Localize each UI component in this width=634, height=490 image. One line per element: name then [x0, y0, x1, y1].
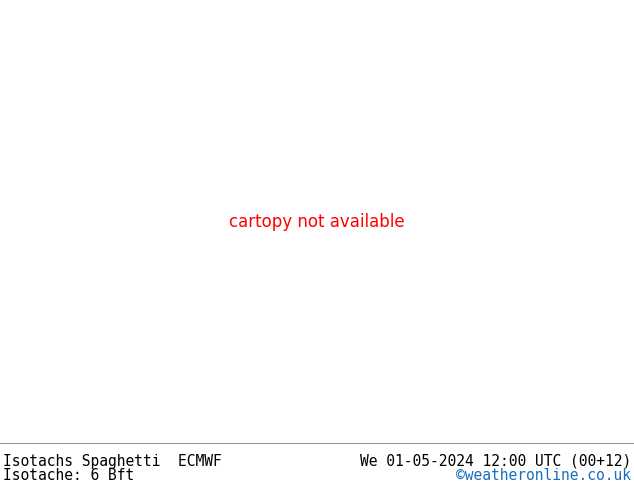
Text: We 01-05-2024 12:00 UTC (00+12): We 01-05-2024 12:00 UTC (00+12)	[359, 454, 631, 469]
Text: cartopy not available: cartopy not available	[229, 213, 405, 231]
Text: Isotache: 6 Bft: Isotache: 6 Bft	[3, 468, 134, 483]
Text: Isotachs Spaghetti  ECMWF: Isotachs Spaghetti ECMWF	[3, 454, 222, 469]
Text: ©weatheronline.co.uk: ©weatheronline.co.uk	[456, 468, 631, 483]
